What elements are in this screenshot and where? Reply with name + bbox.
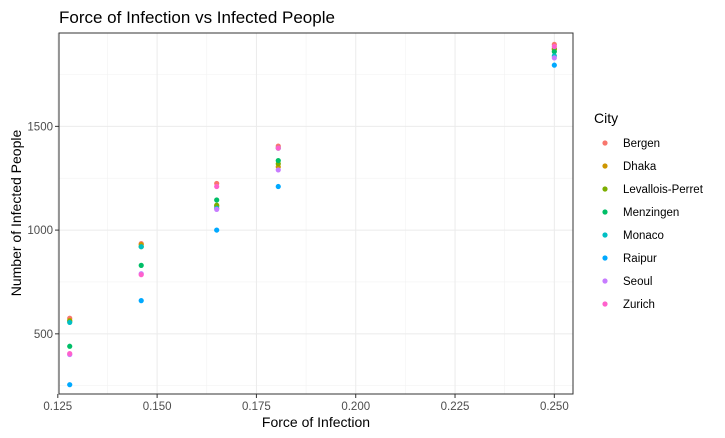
legend-label: Dhaka [623, 161, 657, 173]
data-point [67, 319, 73, 326]
legend-label: Menzingen [623, 207, 679, 219]
y-tick-label: 1000 [27, 225, 53, 237]
data-point [275, 157, 281, 164]
data-point [275, 183, 281, 190]
legend-key [602, 209, 608, 215]
legend-key [602, 186, 608, 192]
legend-key [602, 232, 608, 238]
legend-item: Levallois-Perret [602, 184, 704, 196]
data-point [214, 227, 220, 233]
x-tick-label: 0.150 [143, 401, 172, 413]
data-point [551, 43, 557, 50]
legend-label: Zurich [623, 299, 655, 311]
legend-key [602, 140, 608, 146]
y-tick-label: 500 [34, 329, 53, 341]
series-raipur [67, 62, 557, 388]
x-tick-label: 0.175 [242, 401, 271, 413]
x-tick-label: 0.125 [43, 401, 72, 413]
x-tick-label: 0.225 [441, 401, 470, 413]
legend-item: Seoul [602, 276, 652, 288]
panel-border [58, 32, 574, 395]
y-tick-label: 1500 [27, 121, 53, 133]
data-point [138, 272, 144, 278]
panel-background [59, 33, 573, 394]
data-point [551, 55, 557, 61]
legend-item: Zurich [602, 299, 655, 311]
y-axis-title: Number of Infected People [8, 130, 24, 297]
legend-key [602, 255, 608, 261]
x-axis-title: Force of Infection [262, 414, 370, 430]
data-points [67, 41, 557, 388]
legend-label: Levallois-Perret [623, 184, 704, 196]
legend-key [602, 163, 608, 169]
data-point [275, 167, 281, 173]
x-tick-label: 0.250 [540, 401, 569, 413]
legend: City Bergen Dhaka Levallois-Perret Menzinge… [594, 110, 704, 311]
legend-key [602, 301, 608, 307]
data-point [275, 145, 281, 151]
data-point [67, 382, 73, 388]
data-point [67, 343, 73, 349]
data-point [214, 183, 220, 190]
legend-label: Monaco [623, 230, 664, 242]
legend-label: Seoul [623, 276, 652, 288]
series-zurich [67, 43, 557, 357]
plot-panel [57, 32, 574, 395]
legend-item: Menzingen [602, 207, 679, 219]
legend-label: Raipur [623, 253, 657, 265]
chart-title: Force of Infection vs Infected People [59, 8, 335, 27]
x-axis: 0.125 0.150 0.175 0.200 0.225 0.250 [43, 394, 569, 413]
data-point [214, 197, 220, 203]
data-point [551, 62, 557, 68]
legend-item: Raipur [602, 253, 657, 265]
legend-item: Dhaka [602, 161, 657, 173]
legend-item: Bergen [602, 138, 660, 150]
legend-key [602, 278, 608, 284]
y-axis: 500 1000 1500 [27, 121, 59, 341]
data-point [214, 206, 220, 212]
x-tick-label: 0.200 [341, 401, 370, 413]
data-point [138, 244, 144, 250]
data-point [67, 350, 73, 357]
data-point [138, 262, 144, 268]
legend-item: Monaco [602, 230, 664, 242]
data-point [138, 298, 144, 304]
legend-title: City [594, 110, 618, 126]
series-menzingen [67, 49, 557, 349]
legend-label: Bergen [623, 138, 660, 150]
data-point [551, 49, 557, 55]
